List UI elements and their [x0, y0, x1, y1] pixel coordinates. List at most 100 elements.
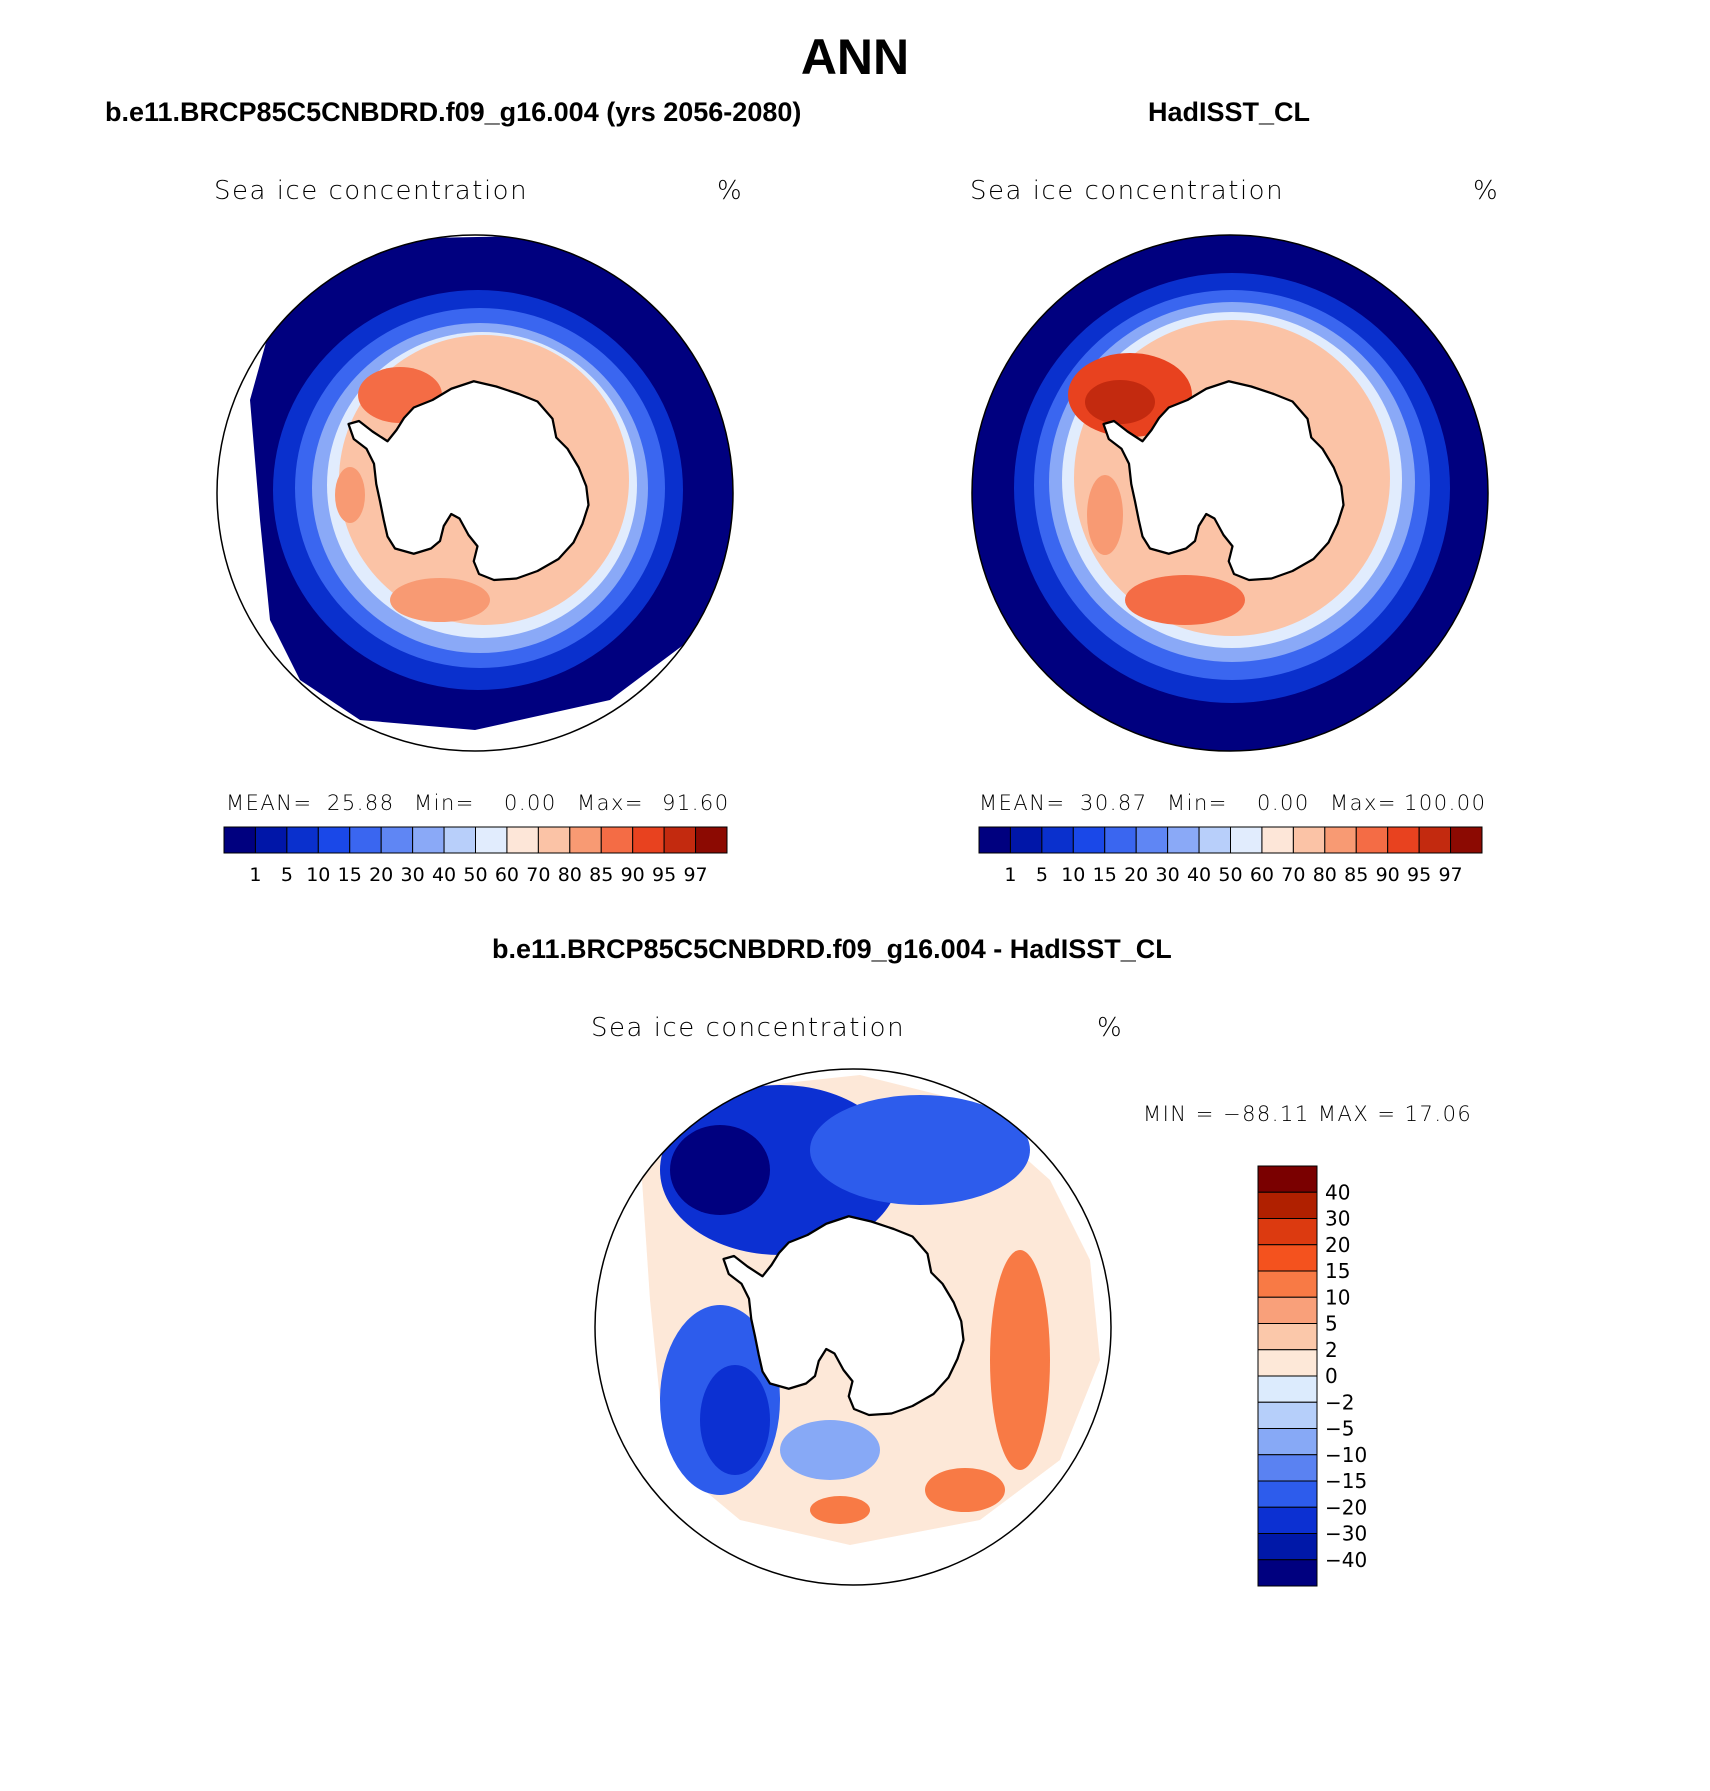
obs-map-frame	[971, 234, 1489, 752]
diff-colorbar-tick-label: 15	[1325, 1259, 1350, 1283]
obs-colorbar-box	[1135, 826, 1169, 854]
obs-colorbar-tick-label: 20	[1124, 864, 1148, 886]
model-map-frame	[216, 234, 734, 752]
model-max-label: Max=	[577, 791, 645, 815]
diff-colorbar-box	[1257, 1480, 1318, 1508]
model-panel-unit: %	[717, 176, 744, 206]
diff-map-field	[595, 1069, 1111, 1585]
model-colorbar-box	[632, 826, 665, 854]
obs-colorbar-tick-label: 95	[1407, 864, 1431, 886]
obs-colorbar-box	[1324, 826, 1357, 854]
model-colorbar-tick-label: 60	[495, 864, 519, 886]
diff-colorbar-box	[1257, 1165, 1318, 1193]
diff-colorbar-box	[1257, 1296, 1318, 1324]
model-colorbar-box	[695, 826, 728, 854]
diff-colorbar-tick-label: −2	[1325, 1390, 1354, 1414]
model-max-value: 91.60	[662, 791, 730, 815]
model-colorbar-tick-label: 97	[683, 864, 707, 886]
diff-colorbar-tick-label: 30	[1325, 1207, 1350, 1231]
diff-colorbar-box	[1257, 1506, 1318, 1534]
diff-colorbar-box	[1257, 1401, 1318, 1429]
diff-subtitle: b.e11.BRCP85C5CNBDRD.f09_g16.004 - HadIS…	[492, 934, 1172, 964]
obs-colorbar-tick-label: 90	[1376, 864, 1400, 886]
model-mean-label: MEAN=	[226, 791, 313, 815]
obs-colorbar-box	[978, 826, 1011, 854]
model-colorbar-box	[223, 826, 256, 854]
model-subtitle: b.e11.BRCP85C5CNBDRD.f09_g16.004 (yrs 20…	[105, 97, 802, 127]
model-colorbar-tick-label: 80	[558, 864, 582, 886]
obs-mean-label: MEAN=	[979, 791, 1066, 815]
model-colorbar-box	[443, 826, 476, 854]
obs-colorbar-box	[1355, 826, 1389, 854]
obs-colorbar-tick-label: 70	[1281, 864, 1305, 886]
obs-colorbar-box	[1292, 826, 1326, 854]
obs-colorbar-tick-label: 85	[1344, 864, 1368, 886]
obs-colorbar-tick-label: 10	[1061, 864, 1085, 886]
diff-colorbar-tick-label: −10	[1325, 1443, 1367, 1467]
obs-colorbar-tick-label: 50	[1218, 864, 1242, 886]
model-panel-title: Sea ice concentration	[214, 176, 529, 206]
model-colorbar-box	[349, 826, 382, 854]
model-min-label: Min=	[414, 791, 475, 815]
diff-colorbar-tick-label: −20	[1325, 1495, 1367, 1519]
obs-colorbar-tick-label: 97	[1438, 864, 1462, 886]
obs-panel-title: Sea ice concentration	[970, 176, 1285, 206]
obs-colorbar-tick-label: 60	[1250, 864, 1274, 886]
diff-colorbar-tick-label: −40	[1325, 1548, 1367, 1572]
diff-minmax: MIN = −88.11 MAX = 17.06	[1143, 1102, 1473, 1126]
obs-colorbar-tick-label: 15	[1093, 864, 1117, 886]
obs-colorbar-tick-label: 40	[1187, 864, 1211, 886]
model-colorbar-box	[600, 826, 634, 854]
obs-max-value: 100.00	[1404, 791, 1487, 815]
obs-colorbar-box	[1072, 826, 1106, 854]
obs-map-field	[972, 235, 1488, 751]
diff-colorbar-tick-label: 2	[1325, 1338, 1338, 1362]
obs-colorbar: 1 5 10 15 20 30 40 50 60 70 80 85 90 95 97	[978, 826, 1483, 886]
diff-colorbar-box	[1257, 1349, 1318, 1377]
diff-colorbar-tick-label: 0	[1325, 1364, 1338, 1388]
obs-max-label: Max=	[1330, 791, 1398, 815]
obs-colorbar-box	[1230, 826, 1263, 854]
obs-colorbar-tick-label: 1	[1004, 864, 1016, 886]
obs-colorbar-box	[1387, 826, 1420, 854]
diff-colorbar-tick-label: −30	[1325, 1522, 1367, 1546]
model-colorbar-box	[569, 826, 602, 854]
diff-colorbar-box	[1257, 1559, 1318, 1587]
model-colorbar-box	[317, 826, 351, 854]
model-colorbar-box	[475, 826, 508, 854]
obs-colorbar-box	[1198, 826, 1231, 854]
diff-colorbar-box	[1257, 1270, 1318, 1298]
diff-colorbar-box	[1257, 1244, 1318, 1272]
obs-min-label: Min=	[1167, 791, 1228, 815]
obs-panel-unit: %	[1473, 176, 1500, 206]
model-colorbar-box	[537, 826, 571, 854]
diff-colorbar-tick-label: −5	[1325, 1417, 1354, 1441]
diff-colorbar-box	[1257, 1533, 1318, 1561]
obs-colorbar-box	[1104, 826, 1137, 854]
diff-colorbar-box	[1257, 1375, 1318, 1403]
obs-colorbar-box	[1450, 826, 1483, 854]
diff-colorbar-tick-label: 20	[1325, 1233, 1350, 1257]
obs-colorbar-tick-label: 30	[1156, 864, 1180, 886]
diff-colorbar-box	[1257, 1428, 1318, 1456]
model-colorbar-tick-label: 15	[338, 864, 362, 886]
model-colorbar-tick-label: 50	[463, 864, 487, 886]
diff-colorbar-box	[1257, 1191, 1318, 1219]
model-min-value: 0.00	[504, 791, 557, 815]
obs-subtitle: HadISST_CL	[1148, 97, 1311, 127]
model-map-field	[217, 235, 733, 751]
model-colorbar-box	[380, 826, 414, 854]
obs-colorbar-box	[1167, 826, 1200, 854]
main-title: ANN	[800, 29, 910, 85]
model-colorbar-tick-label: 20	[369, 864, 393, 886]
model-colorbar-tick-label: 10	[306, 864, 330, 886]
model-mean-value: 25.88	[327, 791, 395, 815]
diff-colorbar-tick-label: 10	[1325, 1285, 1350, 1309]
model-colorbar: 1 5 10 15 20 30 40 50 60 70 80 85 90 95 97	[223, 826, 728, 886]
obs-mean-value: 30.87	[1080, 791, 1148, 815]
model-colorbar-box	[286, 826, 319, 854]
obs-colorbar-tick-label: 80	[1313, 864, 1337, 886]
model-colorbar-box	[254, 826, 288, 854]
